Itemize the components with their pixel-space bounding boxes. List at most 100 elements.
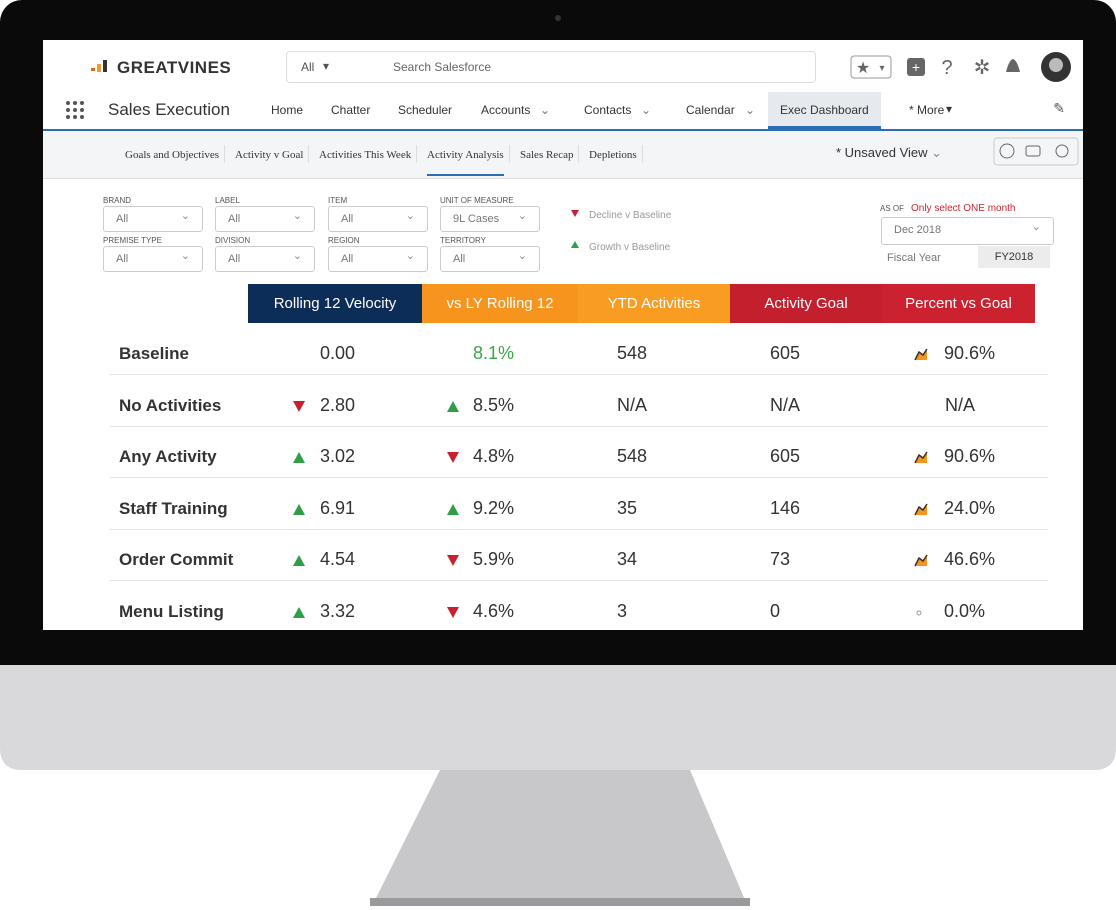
view-tools[interactable] [993, 137, 1083, 167]
nav-item[interactable]: Contacts [584, 103, 632, 117]
search-scope[interactable]: All [301, 60, 315, 74]
cell-value: 6.91 [320, 497, 356, 518]
cell-value: 73 [770, 549, 791, 569]
cell-value: 2.80 [320, 394, 356, 415]
svg-text:✲: ✲ [974, 57, 991, 79]
filter-label: UNIT OF MEASURE [440, 196, 514, 205]
screen: GREATVINES All ▾ Search Salesforce ★ ▾ + … [43, 40, 1083, 630]
trend-up-icon [447, 503, 459, 515]
cell-value: 46.6% [944, 549, 996, 569]
cell-value: 146 [770, 497, 801, 518]
cell-value: 4.54 [320, 549, 356, 569]
tab[interactable]: Sales Recap [520, 149, 574, 161]
cell-value: 548 [617, 446, 648, 466]
view-name[interactable]: * Unsaved View [836, 145, 928, 160]
tab-divider [642, 145, 643, 163]
filter-value[interactable]: All [228, 253, 241, 265]
nav-chevron: ⌄ [540, 103, 551, 117]
nav-chevron: ▾ [946, 102, 953, 116]
filter-value[interactable]: All [453, 253, 466, 265]
goal-icon [914, 451, 928, 464]
nav-item[interactable]: Home [271, 103, 304, 117]
cell-value: 605 [770, 446, 801, 466]
global-header: GREATVINES All ▾ Search Salesforce ★ ▾ + … [43, 40, 1083, 92]
cell-value: 24.0% [944, 497, 996, 518]
cell-value: 0.00 [320, 343, 356, 363]
row-label: Staff Training [119, 498, 228, 518]
tab[interactable]: Depletions [589, 149, 637, 161]
fiscal-label: Fiscal Year [887, 252, 941, 264]
search-box[interactable]: All ▾ Search Salesforce [286, 51, 816, 83]
filter-value[interactable]: All [341, 253, 354, 265]
filter-label: ITEM [328, 196, 348, 205]
filter-select[interactable]: All [103, 206, 203, 232]
goal-icon [914, 554, 928, 567]
trend-down-icon [447, 555, 459, 566]
cell-value: 0.0% [944, 600, 986, 621]
cell-value: 0 [770, 600, 781, 621]
row-divider [110, 477, 1048, 478]
row-label: Any Activity [119, 447, 217, 466]
tab[interactable]: Activity Analysis [427, 149, 504, 176]
filter-select[interactable]: All [103, 246, 203, 272]
filter-select[interactable]: All [215, 206, 315, 232]
filter-select[interactable]: All [328, 206, 428, 232]
header-icons[interactable]: ★ ▾ + ? ✲ [849, 52, 1079, 84]
filter-select[interactable]: 9L Cases [440, 206, 540, 232]
cell-value: 34 [617, 549, 638, 569]
filter-select[interactable]: All [440, 246, 540, 272]
cell-value: N/A [617, 394, 648, 415]
filter-value[interactable]: 9L Cases [453, 213, 500, 225]
legend-decline: Decline v Baseline [589, 210, 672, 221]
row-label: Baseline [119, 344, 189, 363]
goal-icon [914, 503, 928, 515]
nav-item[interactable]: Accounts [481, 103, 531, 117]
filter-select[interactable]: All [215, 246, 315, 272]
dropdown-arrow: ▾ [323, 59, 330, 73]
row-label: Order Commit [119, 550, 234, 569]
filter-value[interactable]: All [116, 213, 129, 225]
filter-label: BRAND [103, 196, 132, 205]
cell-value: 4.6% [473, 600, 515, 621]
trend-up-icon [293, 606, 305, 618]
filter-value[interactable]: All [341, 213, 354, 225]
nav-item[interactable]: * More [909, 103, 945, 117]
filter-label: PREMISE TYPE [103, 236, 162, 245]
app-nav: Sales Execution Home Chatter Scheduler Acco… [43, 92, 1083, 131]
filter-label: LABEL [215, 196, 240, 205]
nav-item[interactable]: Exec Dashboard [768, 92, 881, 129]
edit-icon[interactable]: ✎ [1053, 100, 1065, 116]
cell-value: 90.6% [944, 343, 996, 363]
trend-down-icon [447, 452, 459, 463]
tab[interactable]: Activities This Week [319, 149, 412, 161]
as-of-label: AS OF [880, 204, 905, 213]
nav-item[interactable]: Scheduler [398, 103, 453, 117]
tab[interactable]: Goals and Objectives [125, 149, 220, 161]
legend-icons [571, 210, 579, 248]
goal-dot-icon [916, 610, 922, 615]
filter-value[interactable]: All [116, 253, 129, 265]
trend-up-icon [293, 503, 305, 515]
view-selector[interactable]: * Unsaved View ⌄ [836, 145, 943, 160]
cell-value: N/A [945, 394, 976, 415]
month-value[interactable]: Dec 2018 [894, 224, 942, 236]
nav-item[interactable]: Calendar [686, 103, 735, 117]
trend-up-icon [293, 555, 305, 566]
svg-text:★: ★ [856, 60, 870, 77]
tab[interactable]: Activity v Goal [235, 149, 304, 161]
trend-up-icon [447, 400, 459, 412]
trend-down-icon [293, 400, 305, 412]
app-launcher[interactable] [65, 100, 85, 120]
column-header: vs LY Rolling 12 [422, 284, 578, 323]
logo-icon [91, 60, 107, 72]
svg-text:▾: ▾ [879, 63, 884, 74]
month-select[interactable]: Dec 2018 [881, 217, 1054, 245]
column-header: Activity Goal [730, 284, 882, 323]
row-divider [110, 580, 1048, 581]
tab-divider [509, 145, 510, 163]
nav-item[interactable]: Chatter [331, 103, 371, 117]
filter-select[interactable]: All [328, 246, 428, 272]
filter-value[interactable]: All [228, 213, 241, 225]
row-divider [110, 528, 1048, 530]
svg-text:?: ? [941, 57, 952, 79]
